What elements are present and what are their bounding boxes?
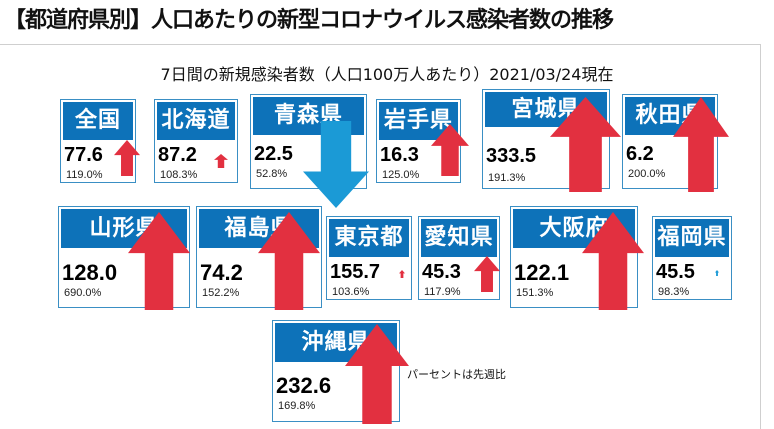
case-count-value: 128.0 [62, 260, 118, 285]
trend-up-arrow-icon [258, 212, 320, 310]
trend-up-arrow-icon [431, 124, 469, 176]
trend-up-arrow-icon [474, 256, 500, 292]
week-over-week-percent: 98.3% [658, 286, 690, 298]
trend-up-arrow-icon [715, 270, 719, 276]
case-count-value: 16.3 [380, 144, 419, 166]
chart-subtitle: 7日間の新規感染者数（人口100万人あたり）2021/03/24現在 [160, 65, 614, 84]
week-over-week-percent: 119.0% [66, 169, 103, 181]
case-count-value: 22.5 [254, 143, 293, 165]
prefecture-card: 福岡県 45.5 98.3% [652, 216, 732, 300]
prefecture-card: 北海道 87.2 108.3% [154, 99, 238, 183]
case-count-value: 77.6 [64, 144, 103, 166]
trend-up-arrow-icon [582, 212, 644, 310]
case-count-value: 232.6 [276, 373, 332, 398]
trend-up-arrow-icon [550, 97, 621, 192]
case-count-value: 122.1 [514, 260, 570, 285]
trend-up-arrow-icon [214, 154, 228, 168]
case-count-value: 6.2 [626, 143, 654, 165]
prefecture-name: 福岡県 [655, 219, 729, 257]
prefecture-card: 全国 77.6 119.0% [60, 99, 136, 183]
week-over-week-percent: 191.3% [488, 172, 526, 184]
case-count-value: 45.5 [656, 261, 695, 283]
trend-up-arrow-icon [128, 212, 190, 310]
week-over-week-percent: 103.6% [332, 286, 370, 298]
week-over-week-percent: 117.9% [424, 286, 461, 298]
prefecture-name: 北海道 [157, 102, 235, 140]
trend-up-arrow-icon [345, 324, 409, 424]
trend-up-arrow-icon [399, 270, 405, 278]
trend-up-arrow-icon [673, 97, 729, 192]
prefecture-name: 東京都 [329, 219, 409, 257]
week-over-week-percent: 690.0% [64, 287, 102, 299]
case-count-value: 74.2 [200, 260, 243, 285]
prefecture-name: 愛知県 [421, 219, 497, 257]
week-over-week-percent: 108.3% [160, 169, 198, 181]
week-over-week-percent: 151.3% [516, 287, 554, 299]
page-title: 【都道府県別】人口あたりの新型コロナウイルス感染者数の推移 [4, 8, 614, 33]
trend-down-arrow-icon [303, 121, 369, 208]
case-count-value: 155.7 [330, 261, 381, 283]
prefecture-card: 東京都 155.7 103.6% [326, 216, 412, 300]
case-count-value: 45.3 [422, 261, 461, 283]
trend-up-arrow-icon [114, 140, 140, 176]
percent-note: パーセントは先週比 [407, 368, 506, 381]
week-over-week-percent: 125.0% [382, 169, 420, 181]
case-count-value: 87.2 [158, 144, 197, 166]
week-over-week-percent: 200.0% [628, 168, 666, 180]
week-over-week-percent: 169.8% [278, 400, 316, 412]
week-over-week-percent: 52.8% [256, 168, 288, 180]
prefecture-name: 全国 [63, 102, 133, 140]
case-count-value: 333.5 [486, 145, 537, 167]
week-over-week-percent: 152.2% [202, 287, 240, 299]
